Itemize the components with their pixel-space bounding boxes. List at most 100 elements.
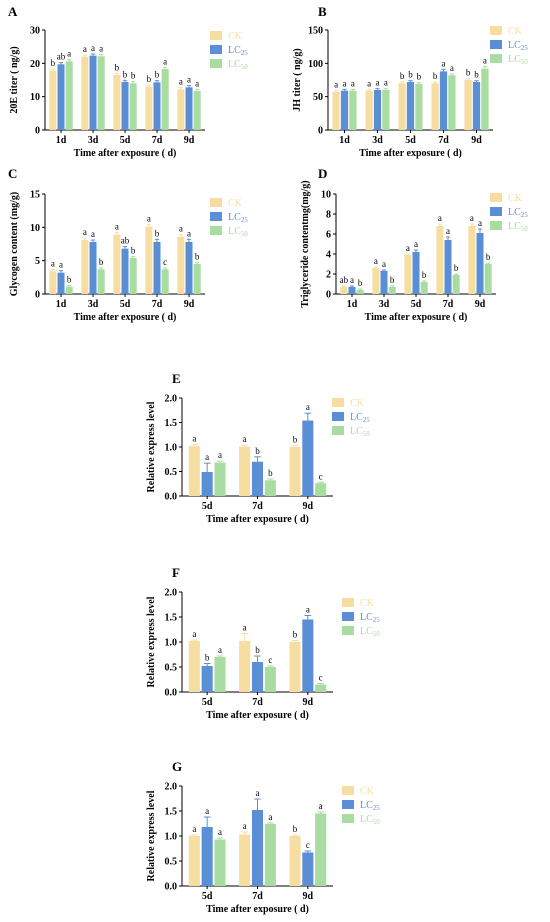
legend-label-base: CK [360,598,375,609]
y-tick-label: 0 [35,126,40,137]
legend-label-base: LC [508,54,521,65]
legend-swatch-lc25 [210,212,222,221]
legend-label-lc25: LC25 [360,612,380,624]
legend-label-lc50: LC50 [508,221,528,233]
significance-letter: a [218,450,222,460]
bar-lc50 [214,839,226,886]
y-tick-label: 1.0 [165,638,178,649]
bar-lc50 [129,83,137,130]
bar-lc25 [201,827,213,886]
significance-letter: b [293,435,298,445]
significance-letter: a [187,228,191,238]
significance-letter: a [382,259,386,269]
bar-lc50 [349,90,357,130]
legend-label-sub: 25 [373,804,381,812]
y-tick-label: 0.0 [165,688,178,699]
bar-lc25 [89,242,97,294]
significance-letter: b [147,74,152,84]
legend-label-lc50: LC50 [360,626,380,638]
bar-lc25 [89,55,97,130]
significance-letter: a [478,218,482,228]
y-tick-label: 15 [30,190,40,201]
bar-lc50 [420,282,428,294]
bar-lc25 [121,248,129,294]
significance-letter: a [192,824,196,834]
bar-lc25 [348,287,356,294]
significance-letter: a [406,243,410,253]
y-tick-label: 20 [30,59,40,70]
significance-letter: c [319,471,323,481]
legend-label-base: LC [360,612,373,623]
bar-ck [49,70,57,130]
significance-letter: b [390,275,395,285]
significance-letter: a [367,78,371,88]
significance-letter: b [358,278,363,288]
legend-label-base: CK [508,193,523,204]
significance-letter: a [218,645,222,655]
legend-label-base: LC [228,212,241,223]
legend-swatch-ck [342,598,354,607]
legend-swatch-ck [490,26,502,35]
x-tick-label: 3d [372,135,383,146]
bar-lc50 [161,69,169,130]
significance-letter: a [438,213,442,223]
bar-lc50 [193,264,201,294]
x-axis-title: Time after exposure ( d) [74,148,177,159]
significance-letter: a [83,227,87,237]
bar-ck [398,83,406,130]
legend-label-sub: 50 [521,58,529,66]
legend-label-sub: 50 [363,430,371,438]
significance-letter: b [205,653,210,663]
y-tick-label: 10 [30,223,40,234]
significance-letter: a [99,44,103,54]
x-axis-title: Time after exposure ( d) [206,514,309,525]
legend-swatch-lc50 [490,221,502,230]
bar-lc50 [484,264,492,294]
significance-letter: a [51,258,55,268]
y-tick-label: 30 [30,26,40,37]
panel-letter: C [8,166,17,181]
x-tick-label: 1d [56,135,67,146]
significance-letter: a [470,213,474,223]
x-tick-label: 7d [438,135,449,146]
y-axis-title: Glycogen content (mg/g) [9,192,20,296]
legend-label-lc50: LC50 [228,226,248,238]
bar-lc50 [315,483,327,496]
bar-lc25 [373,90,382,130]
bar-ck [81,240,89,294]
legend-label-ck: CK [228,198,243,209]
significance-letter: c [319,673,323,683]
significance-letter: b [474,70,479,80]
legend-label-lc50: LC50 [228,59,248,71]
legend-label-ck: CK [508,26,523,37]
significance-letter: b [422,270,427,280]
y-tick-label: 8 [326,210,331,221]
significance-letter: a [306,605,310,615]
bar-lc25 [406,82,415,130]
x-tick-label: 7d [443,299,454,310]
bar-lc25 [380,271,388,294]
bar-lc25 [302,420,314,496]
bar-lc50 [214,657,226,692]
bar-ck [188,446,200,496]
y-tick-label: 10 [321,190,331,201]
legend-label-base: LC [350,426,363,437]
bar-lc25 [57,64,65,130]
legend-label-ck: CK [350,398,365,409]
significance-letter: c [163,257,167,267]
x-axis-title: Time after exposure ( d) [74,312,177,323]
bar-ck [113,234,121,294]
x-tick-label: 5d [202,501,213,512]
y-tick-label: 5 [35,256,40,267]
panel-a: A 0 10 20 30 20E titer ( ng/g) Time after expo… [8,4,248,159]
bar-lc50 [415,84,423,130]
significance-letter: b [155,228,160,238]
bar-lc25 [121,82,129,130]
bar-lc25 [153,82,161,130]
bar-lc50 [161,269,169,294]
significance-letter: b [433,71,438,81]
y-tick-label: 2.0 [165,782,178,793]
significance-letter: ab [340,275,349,285]
bar-ck [431,83,439,130]
